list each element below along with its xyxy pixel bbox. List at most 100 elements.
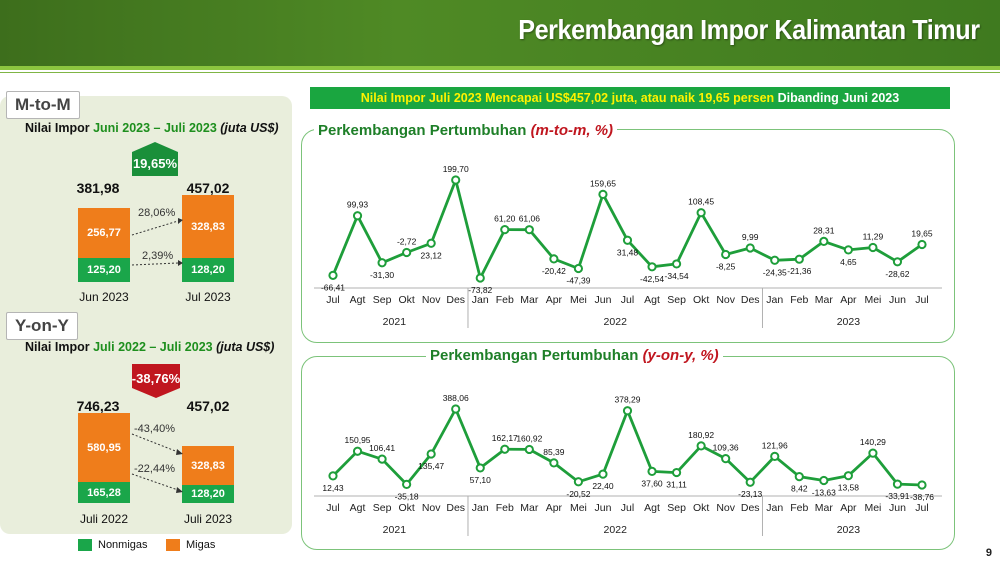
mtom-bar-jul-label: Jul 2023 xyxy=(185,290,231,304)
chart-yony-point xyxy=(524,444,534,455)
chart-yony-data-label: 109,36 xyxy=(713,443,739,453)
mtom-tag: M-to-M xyxy=(6,91,80,119)
chart-mtom-tick-label: Mar xyxy=(815,294,834,306)
chart-yony-data-label: -35,18 xyxy=(395,491,419,501)
chart-yony-point xyxy=(549,458,559,468)
chart-mtom-data-label: -66,41 xyxy=(321,282,345,292)
chart-mtom-point xyxy=(917,239,927,250)
chart-yony-tick-label: Jul xyxy=(621,502,634,514)
mtom-change-up-arrow-icon xyxy=(132,142,178,176)
chart-yony-data-label: -38,76 xyxy=(910,492,934,502)
chart-mtom-data-label: -42,54 xyxy=(640,274,664,284)
chart-mtom-tick-label: Mei xyxy=(570,294,587,306)
mtom-bar-jun-label: Jun 2023 xyxy=(79,290,129,304)
chart-yony-data-label: 162,17 xyxy=(492,433,518,443)
chart-yony-tick-label: Jan xyxy=(766,502,783,514)
chart-mtom-data-label: 19,65 xyxy=(911,229,933,239)
chart-mtom-data-label: 199,70 xyxy=(443,164,469,174)
chart-yony-data-label: 135,47 xyxy=(418,461,444,471)
chart-yony-point xyxy=(843,471,853,481)
yony-pct-nonmigas: -22,44% xyxy=(134,463,175,475)
chart-mtom-data-label: 4,65 xyxy=(840,257,857,267)
chart-yony-tick-label: Jan xyxy=(472,502,489,514)
chart-yony-data-label: 57,10 xyxy=(470,475,492,485)
chart-yony-point xyxy=(475,463,485,473)
chart-yony-data-label: 180,92 xyxy=(688,430,714,440)
chart-mtom-data-label: -31,30 xyxy=(370,270,394,280)
chart-yony-title-suffix: (y-on-y, %) xyxy=(642,347,719,364)
chart-yony-tick-label: Nov xyxy=(716,502,735,514)
mtom-subtitle-prefix: Nilai Impor xyxy=(25,121,94,135)
chart-mtom-tick-label: Nov xyxy=(716,294,735,306)
chart-yony-point xyxy=(770,451,780,461)
mtom-bar-jul-nonmigas: 128,20 xyxy=(182,258,234,282)
legend-migas-swatch xyxy=(166,539,180,551)
chart-yony-data-label: 388,06 xyxy=(443,393,469,403)
chart-yony-tick-label: Jun xyxy=(889,502,906,514)
mtom-subtitle-unit: (juta US$) xyxy=(216,121,279,135)
chart-mtom-tick-label: Mar xyxy=(520,294,539,306)
chart-mtom-title: Perkembangan Pertumbuhan (m-to-m, %) xyxy=(314,122,618,139)
chart-mtom-data-label: -20,42 xyxy=(542,266,566,276)
chart-mtom-tick-label: Okt xyxy=(693,294,709,306)
chart-mtom-point xyxy=(328,270,338,280)
yony-change-value: -38,76% xyxy=(131,371,181,386)
legend-migas-label: Migas xyxy=(186,539,216,551)
chart-yony-tick-label: Okt xyxy=(693,502,709,514)
yony-bar-2023-total: 457,02 xyxy=(186,398,230,414)
chart-mtom-point xyxy=(622,235,633,245)
chart-mtom-tick-label: Jan xyxy=(472,294,489,306)
chart-mtom-data-label: 99,93 xyxy=(347,200,369,210)
chart-mtom-title-suffix: (m-to-m, %) xyxy=(530,122,614,139)
chart-mtom-data-label: 28,31 xyxy=(813,225,835,235)
page-title: Perkembangan Impor Kalimantan Timur xyxy=(518,14,981,45)
mtom-subtitle-period: Juni 2023 – Juli 2023 xyxy=(93,121,217,135)
chart-mtom-data-label: 108,45 xyxy=(688,197,714,207)
chart-mtom-data-label: -47,39 xyxy=(566,276,590,286)
chart-yony-point xyxy=(500,444,510,454)
chart-mtom-point xyxy=(671,259,682,269)
chart-yony-point xyxy=(721,454,731,464)
chart-mtom-point xyxy=(377,258,387,268)
chart-yony-point xyxy=(917,480,927,490)
mtom-pct-nonmigas: 2,39% xyxy=(142,250,174,262)
yony-bar-2022-nonmigas: 165,28 xyxy=(78,482,130,503)
chart-yony-point xyxy=(352,446,363,456)
chart-mtom-tick-label: Sep xyxy=(373,294,392,306)
chart-mtom-tick-label: Nov xyxy=(422,294,441,306)
header-stripe xyxy=(0,66,1000,70)
chart-mtom-point xyxy=(573,263,584,274)
chart-yony-data-label: -23,13 xyxy=(738,489,762,499)
chart-yony-tick-label: Feb xyxy=(496,502,514,514)
chart-yony-point xyxy=(647,466,657,477)
chart-yony-point xyxy=(892,479,903,489)
chart-mtom-point xyxy=(352,211,363,221)
chart-mtom-point xyxy=(598,189,608,199)
mtom-bar-jul-total: 457,02 xyxy=(186,180,230,196)
chart-yony-tick-label: Feb xyxy=(790,502,808,514)
chart-mtom-data-label: -8,25 xyxy=(716,262,736,272)
chart-mtom-tick-label: Des xyxy=(741,294,760,306)
chart-yony-tick-label: Agt xyxy=(350,502,366,514)
chart-yony-point xyxy=(402,479,412,489)
yony-bar-2023-nonmigas: 128,20 xyxy=(182,485,234,503)
banner-highlight: Nilai Impor Juli 2023 Mencapai US$457,02… xyxy=(360,91,775,105)
chart-yony-tick-label: Mei xyxy=(864,502,881,514)
chart-yony-tick-label: Apr xyxy=(546,502,563,514)
chart-yony-data-label: 121,96 xyxy=(762,440,788,450)
chart-yony-data-label: -13,63 xyxy=(812,488,836,498)
chart-yony-tick-label: Nov xyxy=(422,502,441,514)
chart-yony-tick-label: Mei xyxy=(570,502,587,514)
chart-mtom-tick-label: Jul xyxy=(326,294,339,306)
chart-mtom-tick-label: Apr xyxy=(546,294,563,306)
yony-bar-2022-total: 746,23 xyxy=(76,398,120,414)
summary-banner: Nilai Impor Juli 2023 Mencapai US$457,02… xyxy=(310,87,950,109)
chart-mtom-box: -66,41 99,93 -31,30 -2,72 23,12 199,70 -73,82 6… xyxy=(301,129,955,343)
yony-pct-migas: -43,40% xyxy=(134,423,175,435)
mtom-pct-migas: 28,06% xyxy=(138,207,176,219)
chart-yony-point xyxy=(426,449,436,459)
chart-yony-tick-label: Apr xyxy=(840,502,857,514)
chart-mtom-data-label: 159,65 xyxy=(590,178,616,188)
chart-yony-point xyxy=(696,441,706,451)
